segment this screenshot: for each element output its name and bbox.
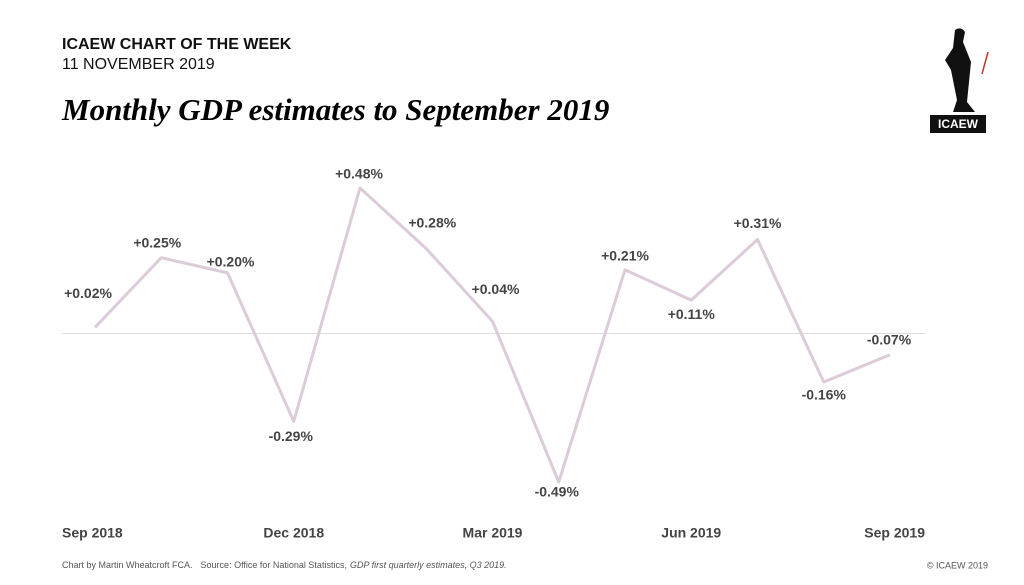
- x-tick-label: Sep 2018: [62, 525, 123, 541]
- x-tick-label: Mar 2019: [463, 525, 523, 541]
- source-prefix: Source: Office for National Statistics,: [201, 560, 347, 570]
- data-label: +0.48%: [335, 166, 383, 182]
- logo-box: [930, 115, 986, 133]
- x-tick-label: Sep 2019: [864, 525, 925, 541]
- logo: ICAEW: [930, 28, 989, 133]
- data-label: +0.28%: [408, 214, 456, 230]
- date: 11 NOVEMBER 2019: [62, 56, 215, 73]
- data-label: +0.04%: [472, 281, 520, 297]
- source-title: GDP first quarterly estimates, Q3 2019.: [350, 560, 507, 570]
- footer-source: Chart by Martin Wheatcroft FCA. Source: O…: [62, 560, 507, 570]
- data-label: +0.31%: [734, 215, 782, 231]
- series-name: ICAEW CHART OF THE WEEK: [62, 36, 292, 53]
- data-label: -0.49%: [535, 484, 580, 500]
- logo-text: ICAEW: [938, 117, 979, 131]
- data-line: [93, 186, 891, 484]
- data-label: +0.21%: [601, 248, 649, 264]
- x-tick-label: Dec 2018: [263, 525, 324, 541]
- logo-figure: [945, 28, 975, 112]
- data-label: -0.07%: [867, 331, 912, 347]
- chart-title: Monthly GDP estimates to September 2019: [61, 92, 609, 127]
- copyright: © ICAEW 2019: [927, 560, 988, 570]
- x-tick-label: Jun 2019: [661, 525, 721, 541]
- data-label: +0.25%: [133, 234, 181, 250]
- data-label: +0.11%: [668, 306, 716, 322]
- logo-scale: [981, 51, 989, 75]
- data-label: -0.29%: [269, 428, 314, 444]
- data-label: +0.20%: [207, 254, 255, 270]
- data-label: +0.02%: [64, 285, 112, 301]
- data-label: -0.16%: [802, 387, 847, 403]
- credit: Chart by Martin Wheatcroft FCA.: [62, 560, 193, 570]
